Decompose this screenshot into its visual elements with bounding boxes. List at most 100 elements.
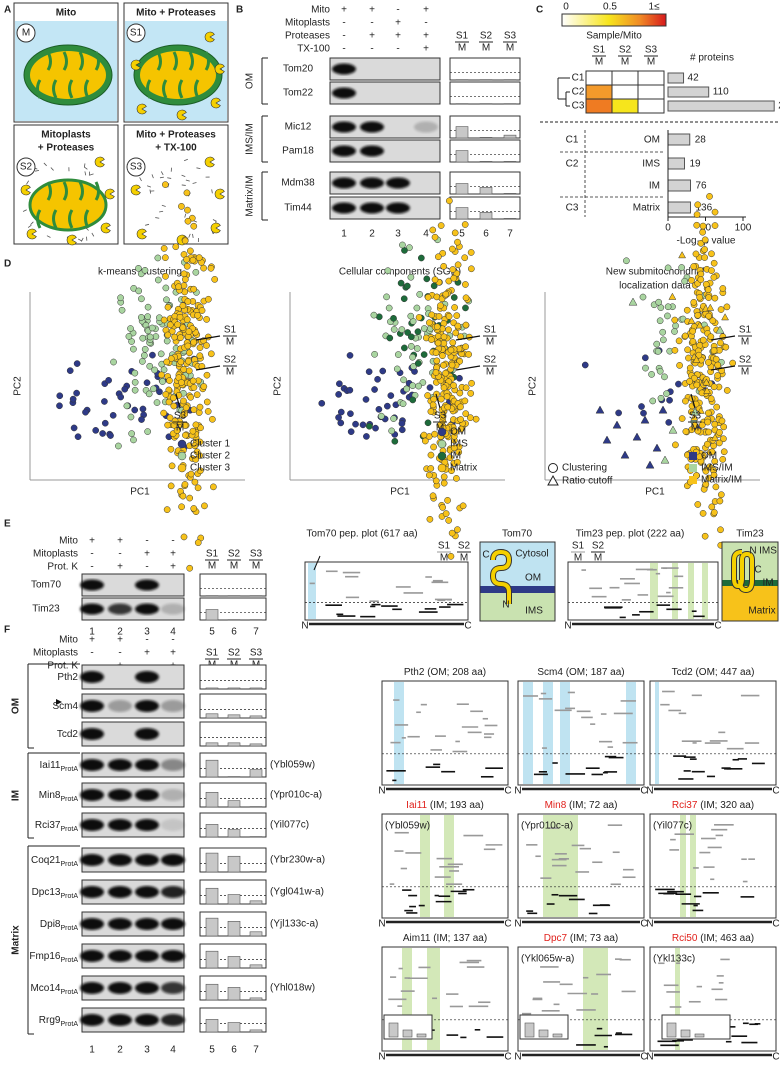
group-label: OM	[245, 73, 256, 89]
ratio-bar	[249, 964, 263, 969]
lane-number: 6	[231, 1045, 237, 1056]
ratio-box	[449, 57, 521, 81]
orf-label: (Yjl133c-a)	[270, 919, 318, 930]
point	[437, 222, 445, 229]
band	[80, 671, 104, 683]
marker	[56, 699, 62, 705]
sign: -	[370, 44, 373, 55]
y-axis-label: PC2	[528, 376, 539, 396]
point	[189, 256, 197, 264]
protease	[130, 59, 141, 71]
point	[694, 311, 702, 319]
point	[109, 412, 117, 419]
lane-number: 5	[209, 1045, 215, 1056]
protein-name: Scm4	[52, 701, 78, 712]
sign: -	[171, 635, 174, 646]
point	[347, 428, 355, 436]
orf-label: (Ybl059w)	[385, 821, 430, 832]
point	[200, 264, 207, 272]
ratio-box	[449, 81, 521, 105]
ratio-top: S1	[572, 541, 585, 552]
point	[702, 480, 710, 488]
debris	[77, 238, 82, 242]
point	[648, 371, 655, 378]
point	[444, 497, 451, 504]
ratio-bar	[205, 713, 219, 719]
point	[641, 354, 649, 362]
topology-title: Tim23	[736, 529, 764, 540]
box-title: + TX-100	[155, 143, 197, 154]
sign: +	[117, 536, 123, 547]
point	[681, 332, 689, 340]
point	[717, 306, 725, 313]
panel-letter: B	[236, 5, 243, 16]
sign: -	[145, 562, 148, 573]
topology-label: Matrix	[748, 606, 775, 617]
point	[190, 222, 198, 230]
band	[80, 918, 104, 930]
point	[431, 233, 439, 241]
ratio-box	[199, 664, 267, 690]
point	[152, 333, 160, 340]
point	[183, 316, 191, 323]
point	[686, 364, 694, 372]
point	[425, 471, 433, 479]
point	[462, 384, 470, 392]
band	[135, 759, 159, 771]
point	[335, 391, 342, 398]
point	[69, 395, 77, 403]
legend-label: OM	[701, 451, 717, 462]
point	[678, 415, 686, 422]
debris	[149, 189, 152, 194]
plot-title-name: Rci50	[672, 933, 698, 944]
point	[110, 358, 117, 366]
point	[454, 458, 461, 466]
point	[711, 458, 719, 465]
legend-label: Matrix	[450, 463, 477, 474]
ratio-bar	[205, 950, 219, 969]
point	[416, 291, 424, 298]
condition: Mitoplasts	[285, 18, 330, 29]
point	[454, 526, 461, 533]
ratio-bar	[249, 715, 263, 719]
point	[177, 334, 184, 342]
point	[404, 329, 411, 336]
point	[714, 372, 721, 379]
legend-swatch	[177, 451, 187, 461]
point	[708, 448, 716, 456]
condition: Proteases	[285, 31, 330, 42]
ratio-bar	[227, 829, 241, 838]
terminus: N	[301, 621, 308, 632]
band	[80, 728, 104, 740]
point	[672, 441, 679, 449]
group-label: Matrix	[11, 925, 22, 955]
point	[385, 304, 393, 312]
band	[80, 1014, 104, 1026]
point	[705, 312, 713, 320]
frame	[123, 124, 229, 245]
lane-number: 2	[117, 627, 123, 638]
point	[707, 395, 715, 403]
point	[403, 282, 411, 290]
point	[176, 313, 184, 321]
point	[696, 406, 705, 414]
condition: Mito	[311, 5, 330, 16]
band	[135, 1014, 159, 1026]
point	[640, 409, 647, 417]
point	[708, 267, 715, 274]
legend-shape	[548, 463, 558, 473]
protein-name: Tim23	[32, 604, 60, 615]
protease	[130, 184, 141, 196]
band	[108, 700, 132, 712]
lane-number: 4	[170, 627, 176, 638]
band	[360, 145, 384, 157]
point	[444, 403, 452, 411]
point	[184, 342, 192, 350]
point	[424, 392, 431, 399]
protein-name: Mic12	[285, 122, 312, 133]
point	[652, 443, 662, 452]
lane-number: 2	[117, 1045, 123, 1056]
point	[440, 361, 447, 369]
y-axis-label: PC2	[13, 376, 24, 396]
point	[628, 297, 638, 306]
